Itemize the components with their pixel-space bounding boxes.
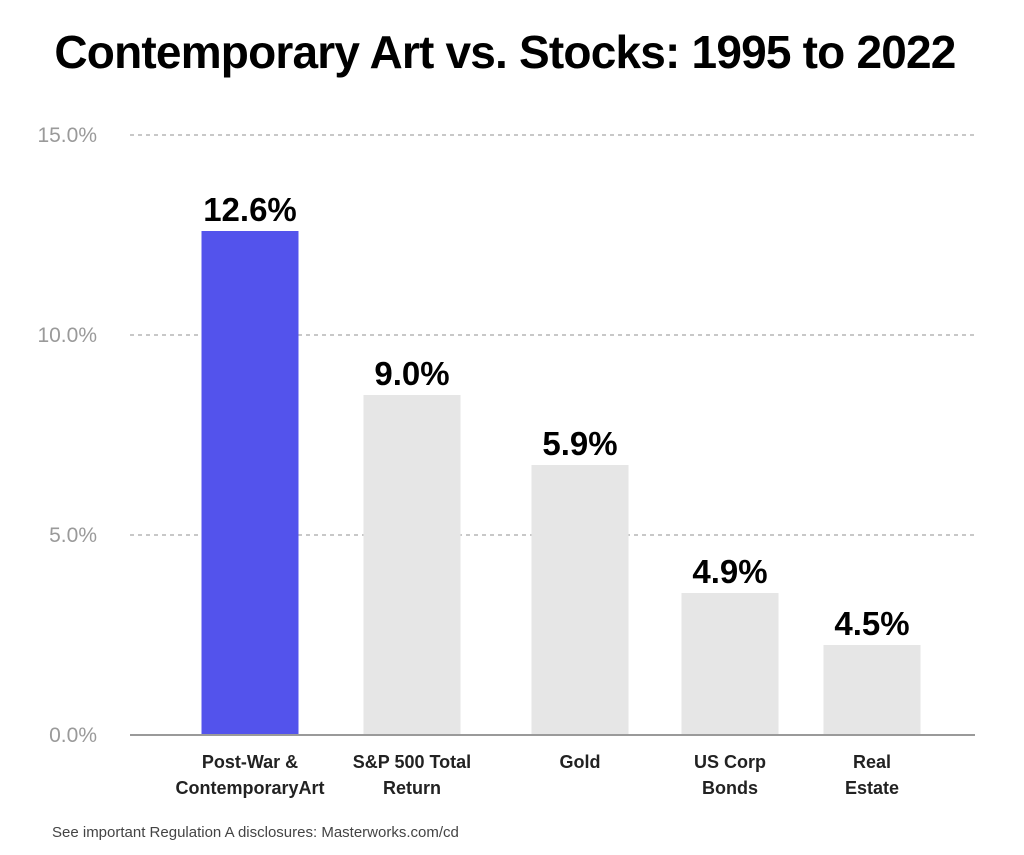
bar-value-label: 12.6% [203, 191, 297, 228]
x-category-label: US Corp Bonds [694, 752, 766, 798]
y-tick-label: 15.0% [37, 124, 97, 147]
x-category-label-line: Return [383, 778, 441, 798]
x-category-label-line: Post-War & [202, 752, 298, 772]
x-category-label-line: US Corp [694, 752, 766, 772]
bar-value-label: 4.9% [692, 553, 767, 590]
chart-title: Contemporary Art vs. Stocks: 1995 to 202… [54, 26, 956, 78]
x-category-label: Gold [560, 752, 601, 772]
x-category-label: S&P 500 Total Return [353, 752, 471, 798]
x-category-label-line: ContemporaryArt [175, 778, 324, 798]
y-tick-label: 0.0% [49, 724, 97, 747]
bar-value-label: 5.9% [542, 425, 617, 462]
x-category-label-line: Bonds [702, 778, 758, 798]
bar [531, 465, 629, 735]
x-category-label-line: S&P 500 Total [353, 752, 471, 772]
bar [201, 231, 299, 735]
x-category-label-line: Real [853, 752, 891, 772]
x-category-label-line: Estate [845, 778, 899, 798]
bar [823, 645, 921, 735]
y-tick-label: 5.0% [49, 524, 97, 547]
x-category-label: Real Estate [845, 752, 899, 798]
bar-value-label: 4.5% [834, 605, 909, 642]
bar [681, 593, 779, 735]
x-category-label-line: Gold [560, 752, 601, 772]
x-category-label: Post-War & ContemporaryArt [175, 752, 324, 798]
bar [363, 395, 461, 735]
bar-value-label: 9.0% [374, 355, 449, 392]
disclosure-footnote: See important Regulation A disclosures: … [52, 824, 459, 841]
y-tick-label: 10.0% [37, 324, 97, 347]
